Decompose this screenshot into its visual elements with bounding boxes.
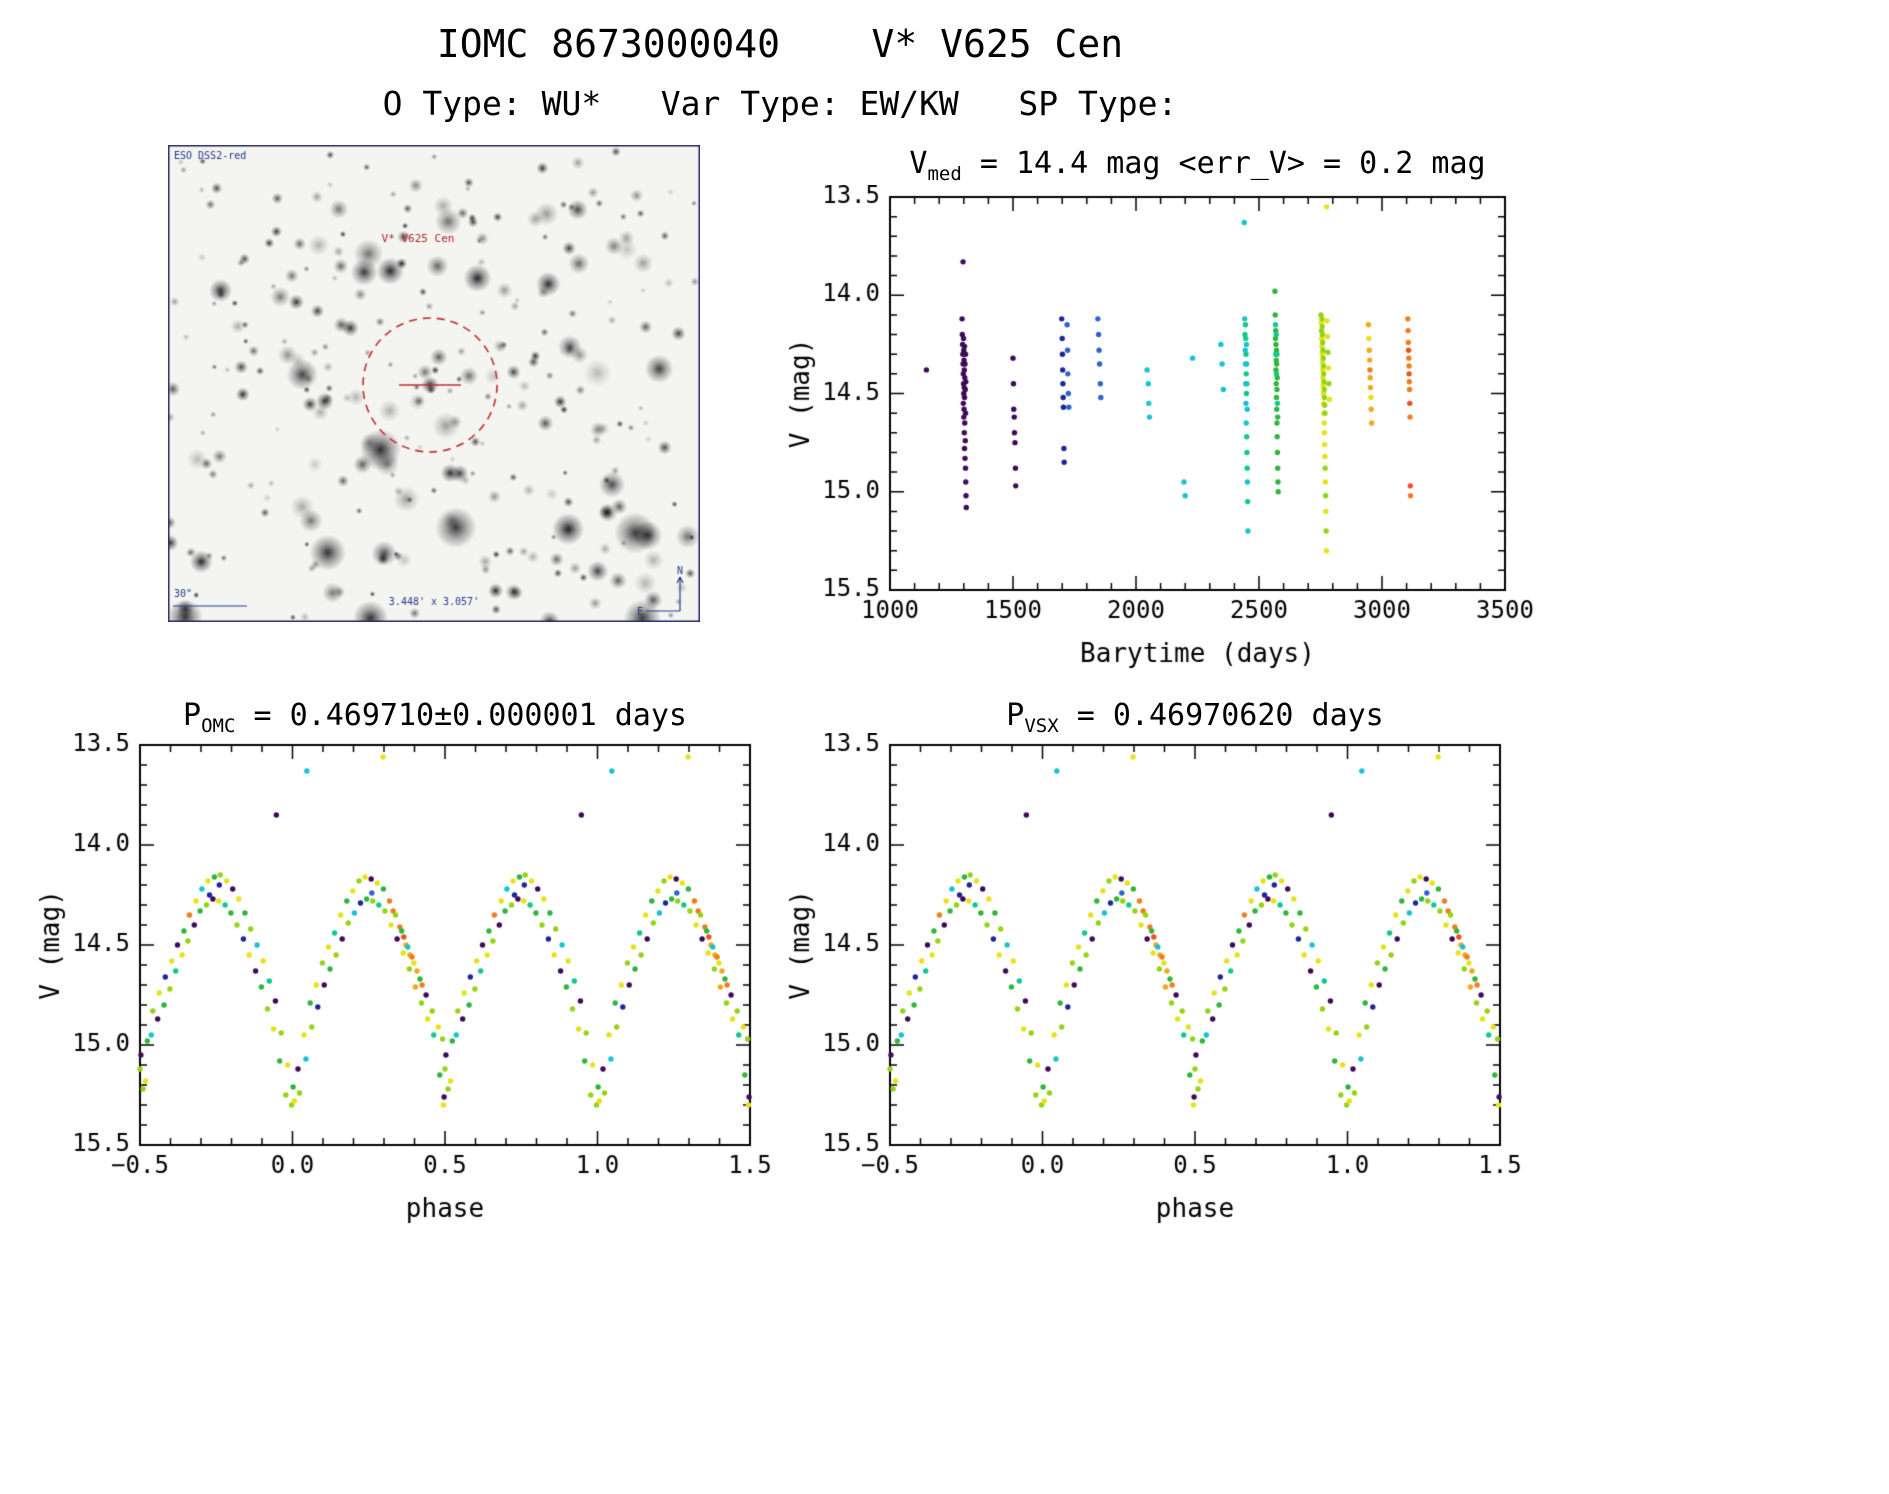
phase-omc-title: POMC = 0.469710±0.000001 days xyxy=(120,698,750,737)
phase-omc-title-sub: OMC xyxy=(201,715,236,737)
timeseries-title-base: V xyxy=(909,146,928,181)
phase-vsx-plot-canvas xyxy=(775,733,1535,1263)
finder-chart-image xyxy=(168,145,700,622)
phase-omc-plot-canvas xyxy=(25,733,785,1263)
phase-vsx-title: PVSX = 0.46970620 days xyxy=(880,698,1510,737)
timeseries-title-rest: = 14.4 mag <err_V> = 0.2 mag xyxy=(961,146,1486,181)
page-title: IOMC 8673000040 V* V625 Cen xyxy=(436,22,1124,66)
phase-omc-title-rest: = 0.469710±0.000001 days xyxy=(235,698,687,733)
timeseries-title-sub: med xyxy=(927,163,962,185)
phase-vsx-title-sub: VSX xyxy=(1024,715,1059,737)
phase-vsx-title-base: P xyxy=(1006,698,1025,733)
timeseries-plot-canvas xyxy=(775,185,1535,705)
phase-omc-title-base: P xyxy=(183,698,202,733)
timeseries-title: Vmed = 14.4 mag <err_V> = 0.2 mag xyxy=(890,146,1505,185)
page-subtitle: O Type: WU* Var Type: EW/KW SP Type: xyxy=(382,84,1178,123)
phase-vsx-title-rest: = 0.46970620 days xyxy=(1058,698,1384,733)
